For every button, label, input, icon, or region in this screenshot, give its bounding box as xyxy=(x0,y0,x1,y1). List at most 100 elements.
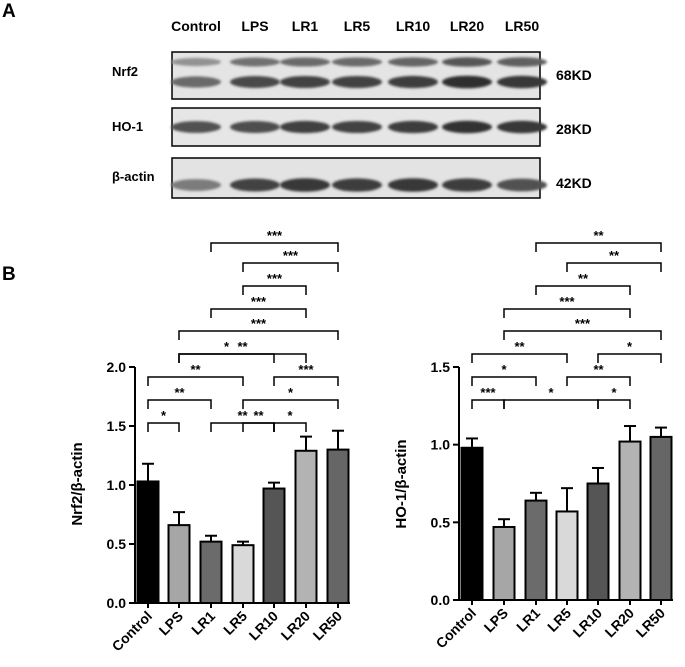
significance-label: *** xyxy=(283,248,299,263)
blot-row-label: Nrf2 xyxy=(112,64,138,79)
significance-label: *** xyxy=(251,316,267,331)
lane-label: LR5 xyxy=(344,18,371,34)
bar xyxy=(294,449,318,604)
blot-band xyxy=(388,57,438,67)
blot-band xyxy=(280,120,330,134)
blot-row-ho1: HO-1 28KD xyxy=(112,107,592,147)
lane-label: LPS xyxy=(241,18,268,34)
significance-label: *** xyxy=(480,385,496,400)
significance-label: ** xyxy=(237,339,248,354)
significance-bracket xyxy=(178,330,339,340)
significance-bracket xyxy=(503,330,662,340)
x-tick-label: LR10 xyxy=(570,605,606,641)
blot-size-label: 68KD xyxy=(556,67,592,83)
significance-label: ** xyxy=(514,339,525,354)
lane-labels: Control LPS LR1 LR5 LR10 LR20 LR50 xyxy=(171,18,539,34)
significance-bracket xyxy=(242,262,339,272)
x-tick-label: LR1 xyxy=(513,605,543,635)
significance-label: * xyxy=(287,408,293,423)
significance-bracket xyxy=(147,376,244,386)
significance-label: *** xyxy=(575,316,591,331)
significance-label: ** xyxy=(174,385,185,400)
blot-band xyxy=(497,120,547,134)
blot-band xyxy=(280,57,330,67)
bar xyxy=(460,446,484,602)
y-tick-label: 1.0 xyxy=(431,437,451,453)
x-tick-label: LR50 xyxy=(310,608,346,644)
significance-bracket xyxy=(597,353,662,363)
significance-bracket xyxy=(597,399,631,409)
blot-band xyxy=(230,76,280,88)
y-tick-label: 2.0 xyxy=(107,359,127,375)
y-tick-label: 0.5 xyxy=(107,536,127,552)
bar xyxy=(326,448,350,604)
lane-label: LR1 xyxy=(292,18,319,34)
blot-bands xyxy=(171,120,547,134)
x-tick-label: LPS xyxy=(481,605,512,636)
blot-band xyxy=(280,75,330,89)
significance-bracket xyxy=(147,399,212,409)
blot-band xyxy=(497,57,547,67)
blot-row-label: β-actin xyxy=(112,169,155,184)
significance-bracket xyxy=(273,376,339,386)
x-tick-label: LR1 xyxy=(188,608,218,638)
blot-band xyxy=(497,75,547,89)
blot-band xyxy=(388,178,438,192)
significance-label: ** xyxy=(253,408,264,423)
blot-size-label: 42KD xyxy=(556,175,592,191)
significance-bracket xyxy=(242,285,307,295)
blot-row-beta-actin: β-actin 42KD xyxy=(112,157,592,199)
blot-band xyxy=(442,120,492,134)
blot-row-nrf2: Nrf2 68KD xyxy=(112,51,592,100)
significance-label: * xyxy=(611,385,617,400)
bar xyxy=(555,510,579,601)
x-tick-label: LR20 xyxy=(602,605,638,641)
panel-b-label: B xyxy=(2,264,16,285)
blot-band xyxy=(442,57,492,67)
panel-a-label: A xyxy=(2,1,16,22)
lane-label: LR50 xyxy=(505,18,539,34)
significance-label: *** xyxy=(251,294,267,309)
blot-band xyxy=(442,178,492,192)
significance-bracket xyxy=(242,399,339,409)
significance-label: ** xyxy=(237,408,248,423)
y-tick-label: 0.0 xyxy=(431,592,451,608)
blot-band xyxy=(388,75,438,89)
significance-bracket xyxy=(242,422,275,432)
significance-bracket xyxy=(210,308,307,318)
significance-label: ** xyxy=(609,248,620,263)
x-tick-label: LR10 xyxy=(246,608,282,644)
significance-label: * xyxy=(224,339,230,354)
significance-bracket xyxy=(178,353,307,363)
significance-bracket xyxy=(471,353,568,363)
significance-bracket xyxy=(566,376,631,386)
significance-label: ** xyxy=(578,271,589,286)
lane-label: LR10 xyxy=(396,18,430,34)
blot-band xyxy=(171,57,221,67)
y-tick-label: 0.5 xyxy=(431,514,451,530)
blot-band xyxy=(332,57,382,67)
significance-bracket xyxy=(147,422,180,432)
blot-band xyxy=(230,121,280,133)
blot-band xyxy=(280,178,330,192)
y-tick-label: 1.5 xyxy=(431,359,451,375)
x-tick-label: Control xyxy=(109,608,156,655)
y-axis-title: HO-1/β-actin xyxy=(393,439,410,528)
blot-size-label: 28KD xyxy=(556,121,592,137)
significance-label: * xyxy=(501,362,507,377)
bar xyxy=(231,544,255,604)
significance-label: * xyxy=(161,408,167,423)
significance-bracket xyxy=(471,399,505,409)
y-tick-label: 0.0 xyxy=(107,595,127,611)
bar xyxy=(492,525,516,602)
blot-band xyxy=(332,75,382,89)
significance-label: *** xyxy=(267,228,283,243)
significance-label: *** xyxy=(298,362,314,377)
ho1-bar-chart: HO-1/β-actin 0.0 0.5 1.0 1.5 Control LPS LR1 LR… xyxy=(393,228,673,651)
x-tick-label: Control xyxy=(433,605,480,652)
blot-band xyxy=(171,76,221,88)
blot-band xyxy=(442,75,492,89)
x-tick-label: LPS xyxy=(156,608,187,639)
significance-bracket xyxy=(210,242,339,252)
significance-label: *** xyxy=(267,271,283,286)
